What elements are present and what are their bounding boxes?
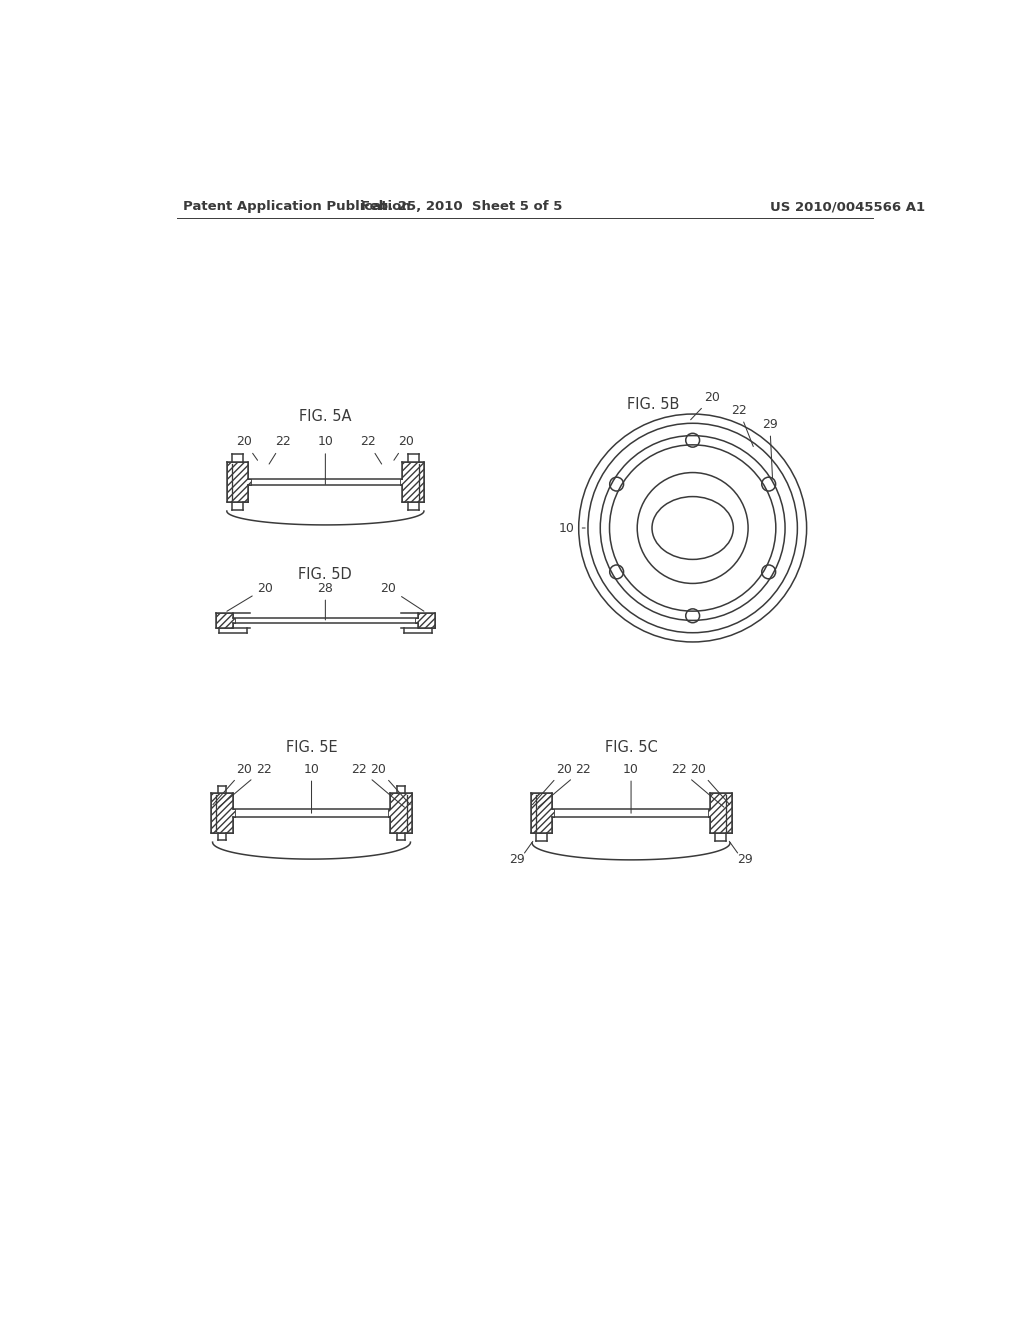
Text: 20: 20 <box>227 582 273 611</box>
Text: 29: 29 <box>762 417 777 479</box>
Text: 22: 22 <box>359 436 382 465</box>
Text: 20: 20 <box>237 436 258 461</box>
Text: FIG. 5E: FIG. 5E <box>286 741 337 755</box>
Text: 10: 10 <box>558 521 574 535</box>
Text: 20: 20 <box>381 582 424 611</box>
Text: 29: 29 <box>509 853 524 866</box>
Text: 22: 22 <box>538 763 591 808</box>
Text: 22: 22 <box>218 763 271 808</box>
Text: 20: 20 <box>213 763 253 805</box>
Text: 10: 10 <box>303 763 319 813</box>
Text: US 2010/0045566 A1: US 2010/0045566 A1 <box>770 201 925 214</box>
Text: 22: 22 <box>671 763 724 808</box>
Text: 28: 28 <box>317 582 333 620</box>
Text: 20: 20 <box>532 763 572 805</box>
Text: Feb. 25, 2010  Sheet 5 of 5: Feb. 25, 2010 Sheet 5 of 5 <box>361 201 562 214</box>
Text: 22: 22 <box>269 436 291 465</box>
Text: 10: 10 <box>624 763 639 813</box>
Text: FIG. 5B: FIG. 5B <box>628 397 680 412</box>
Text: Patent Application Publication: Patent Application Publication <box>183 201 411 214</box>
Text: 22: 22 <box>351 763 404 808</box>
Text: 20: 20 <box>394 436 414 461</box>
Text: FIG. 5D: FIG. 5D <box>298 566 352 582</box>
Text: 20: 20 <box>690 391 720 420</box>
Text: FIG. 5A: FIG. 5A <box>299 409 351 424</box>
Text: 20: 20 <box>371 763 411 805</box>
Text: 20: 20 <box>690 763 730 805</box>
Text: 29: 29 <box>737 853 754 866</box>
Text: FIG. 5C: FIG. 5C <box>605 741 657 755</box>
Text: 10: 10 <box>317 436 333 484</box>
Text: 22: 22 <box>731 404 754 446</box>
